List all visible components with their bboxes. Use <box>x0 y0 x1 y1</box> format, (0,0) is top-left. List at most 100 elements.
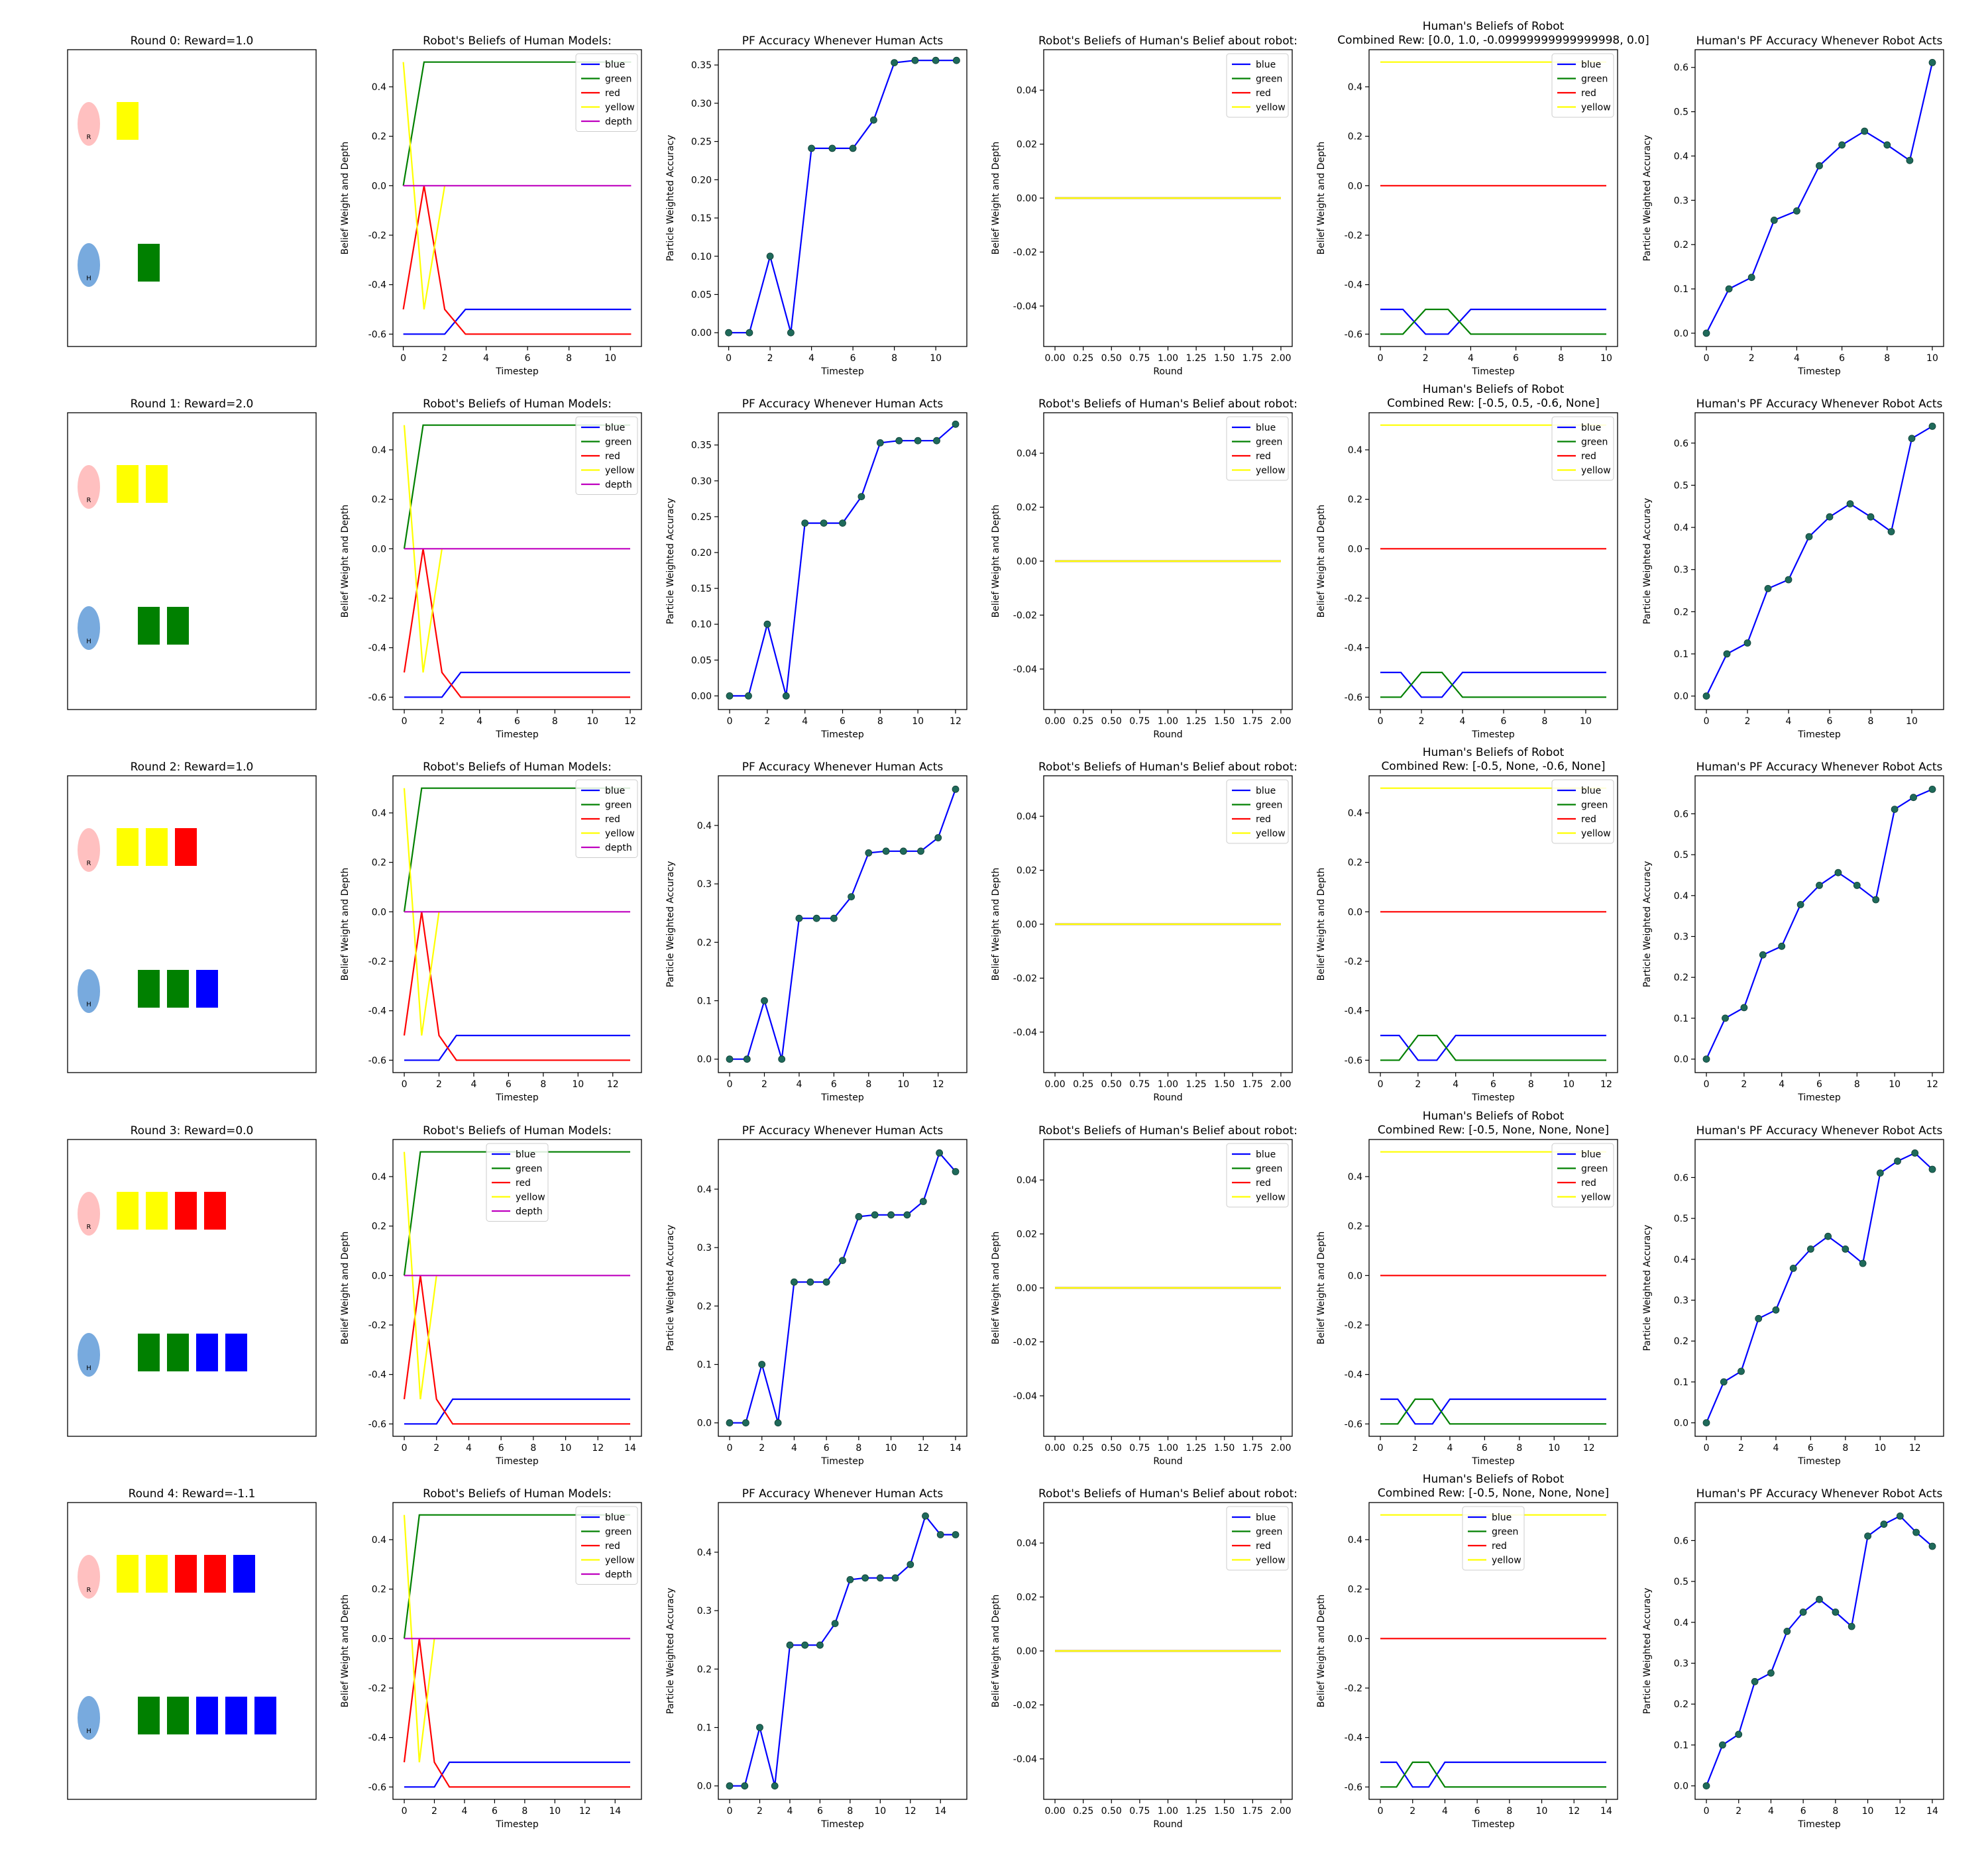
subplot-title: PF Accuracy Whenever Human Acts <box>742 1124 944 1138</box>
robot-block <box>146 1555 168 1593</box>
subplot-r2-c2: PF Accuracy Whenever Human Acts 0 2 4 6 8 10 12… <box>665 761 967 1103</box>
y-tick-label: 0.0 <box>697 1418 712 1429</box>
data-point <box>1848 1622 1855 1630</box>
x-axis-label: Timestep <box>1797 366 1841 377</box>
scene-frame <box>67 412 317 710</box>
x-tick-label: 0.50 <box>1101 1806 1122 1817</box>
subplot-title: Robot's Beliefs of Human Models: <box>423 398 612 411</box>
data-point <box>1702 1782 1710 1790</box>
scene-frame <box>67 1139 317 1437</box>
data-point <box>1767 1669 1775 1677</box>
agent-label: R <box>87 1587 91 1594</box>
legend-entry-yellow: yellow <box>1581 103 1611 113</box>
x-tick-label: 2 <box>1736 1806 1741 1817</box>
x-tick-label: 6 <box>514 716 520 727</box>
scene-frame <box>67 1502 317 1800</box>
y-tick-label: 0.04 <box>1017 449 1037 459</box>
x-tick-label: 1.50 <box>1214 1806 1235 1817</box>
x-tick-label: 2.00 <box>1270 1079 1291 1090</box>
data-point <box>936 1149 943 1157</box>
x-tick-label: 12 <box>905 1806 916 1817</box>
scene-frame <box>67 49 317 347</box>
y-tick-label: -0.4 <box>1345 1733 1362 1744</box>
data-point <box>1723 650 1731 658</box>
x-tick-label: 8 <box>1542 716 1548 727</box>
series-line-red <box>403 912 630 1061</box>
legend-box <box>1551 779 1614 844</box>
subplot-r0-c2: PF Accuracy Whenever Human Acts 0 2 4 6 8 10 0.… <box>665 34 967 377</box>
y-tick-label: 0.10 <box>691 252 712 262</box>
y-tick-label: 0.0 <box>1348 544 1362 555</box>
series-line <box>1706 62 1934 334</box>
x-tick-label: 12 <box>950 716 962 727</box>
robot-block <box>175 1555 197 1593</box>
x-tick-label: 12 <box>917 1443 929 1454</box>
y-tick-label: 0.15 <box>691 213 712 224</box>
data-point <box>1846 500 1854 507</box>
y-tick-label: 0.02 <box>1017 503 1037 513</box>
x-tick-label: 8 <box>856 1443 861 1454</box>
y-tick-label: -0.4 <box>1345 643 1362 654</box>
x-tick-label: 4 <box>802 716 808 727</box>
y-tick-label: 0.2 <box>1674 973 1688 983</box>
legend-entry-blue: blue <box>1256 423 1276 433</box>
y-tick-label: 0.3 <box>1674 1296 1688 1306</box>
y-tick-label: 0.25 <box>691 512 712 523</box>
data-point <box>1747 274 1755 282</box>
subplot-r4-c3: Robot's Beliefs of Human's Belief about … <box>991 1487 1298 1830</box>
data-point <box>758 1361 766 1368</box>
x-tick-label: 2 <box>1749 353 1755 364</box>
x-tick-label: 6 <box>1839 353 1845 364</box>
plot-frame <box>1694 49 1944 347</box>
x-tick-label: 0.00 <box>1044 353 1065 364</box>
x-axis-label: Timestep <box>820 729 864 740</box>
x-tick-label: 12 <box>1926 1079 1938 1090</box>
series-line-blue <box>404 1761 630 1788</box>
legend-entry-red: red <box>605 1541 620 1552</box>
y-tick-label: 0.1 <box>1674 1377 1688 1388</box>
robot-block <box>117 828 138 866</box>
x-tick-label: 2.00 <box>1270 1806 1291 1817</box>
x-tick-label: 4 <box>1779 1079 1785 1090</box>
data-point <box>914 437 922 445</box>
subplot-r4-c5: Human's PF Accuracy Whenever Robot Acts 0… <box>1642 1487 1944 1830</box>
x-tick-label: 6 <box>498 1443 504 1454</box>
human-block <box>138 607 160 645</box>
x-axis-label: Round <box>1153 366 1182 377</box>
data-point <box>1891 806 1899 813</box>
x-tick-label: 8 <box>847 1806 853 1817</box>
human-block <box>196 1334 218 1371</box>
legend-entry-blue: blue <box>1256 1512 1276 1523</box>
robot-block <box>146 465 168 503</box>
data-point <box>857 493 865 500</box>
human-block <box>196 970 218 1008</box>
x-tick-label: 8 <box>891 353 897 364</box>
y-tick-label: 0.35 <box>691 60 712 71</box>
robot-block <box>204 1555 226 1593</box>
series-line-blue <box>404 1034 630 1061</box>
data-point <box>1778 942 1786 950</box>
plot-frame <box>1368 49 1618 347</box>
data-point <box>1785 576 1793 584</box>
y-tick-label: 0.6 <box>1674 1536 1688 1546</box>
x-tick-label: 0 <box>727 716 733 727</box>
x-tick-label: 8 <box>865 1079 871 1090</box>
x-tick-label: 12 <box>1600 1079 1612 1090</box>
series-line-blue <box>404 671 630 698</box>
data-point <box>1872 896 1880 904</box>
y-tick-label: 0.4 <box>1674 1255 1688 1265</box>
x-tick-label: 8 <box>552 716 558 727</box>
x-tick-label: 0 <box>402 716 408 727</box>
subplot-title: Round 1: Reward=2.0 <box>131 398 254 411</box>
data-point <box>1838 141 1846 149</box>
y-tick-label: 0.0 <box>372 544 386 555</box>
x-tick-label: 10 <box>1548 1443 1560 1454</box>
y-tick-label: 0.0 <box>1348 181 1362 191</box>
x-tick-label: 0.00 <box>1044 1806 1065 1817</box>
x-tick-label: 0.00 <box>1044 716 1065 727</box>
legend-entry-yellow: yellow <box>605 1556 635 1566</box>
x-tick-label: 12 <box>932 1079 944 1090</box>
human-block <box>196 1697 218 1734</box>
y-tick-label: 0.02 <box>1017 866 1037 876</box>
